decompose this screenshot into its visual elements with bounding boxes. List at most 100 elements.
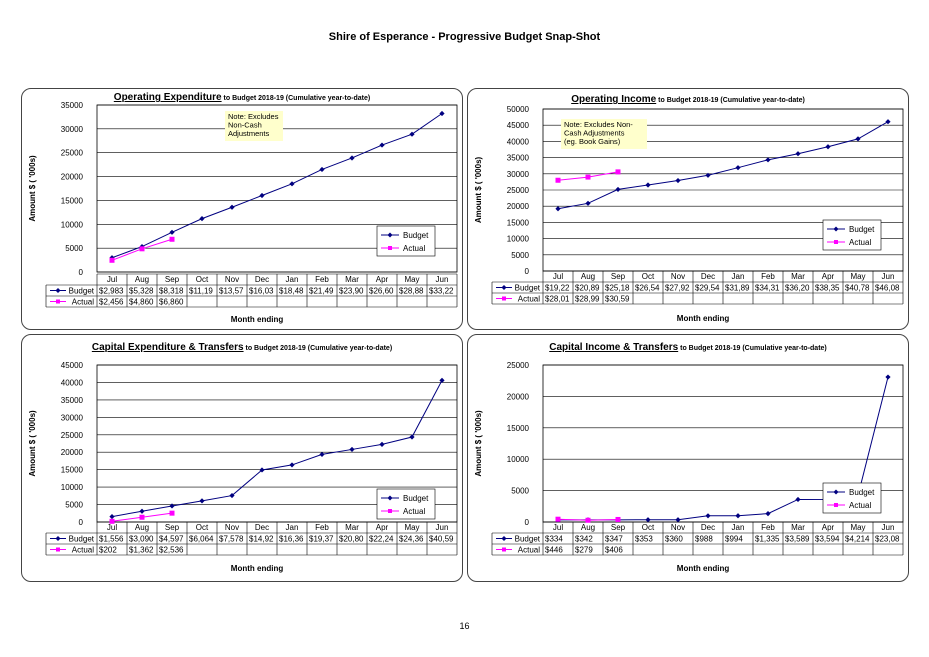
x-tick-label: Nov: [225, 275, 239, 284]
table-cell-value: $19,22: [545, 284, 570, 293]
legend-box: [822, 219, 882, 251]
table-cell-value: $11,19: [189, 287, 213, 296]
y-axis-label: Amount $ ( '000s): [474, 410, 483, 477]
table-cell-value: $14,92: [249, 535, 274, 544]
table-cell-value: $446: [545, 546, 563, 555]
y-tick-label: 0: [79, 268, 84, 277]
y-tick-label: 0: [525, 518, 530, 527]
table-cell-value: $4,860: [129, 298, 154, 307]
table-cell-value: $13,57: [219, 287, 244, 296]
table-key-marker: [55, 288, 61, 293]
x-axis-label: Month ending: [677, 314, 730, 323]
chart-panel-operating-expenditure: Operating Expenditure to Budget 2018-19 …: [21, 88, 463, 330]
table-cell-value: $26,54: [635, 284, 660, 293]
x-tick-label: Jul: [107, 275, 117, 284]
table-cell-value: $6,064: [189, 535, 214, 544]
x-tick-label: Apr: [822, 523, 835, 532]
chart-title: Operating Expenditure to Budget 2018-19 …: [114, 92, 370, 103]
legend-key-marker: [387, 232, 393, 238]
x-tick-label: Dec: [255, 523, 269, 532]
table-cell-value: $2,536: [159, 546, 184, 555]
y-tick-label: 10000: [507, 455, 530, 464]
table-cell-value: $29,54: [695, 284, 720, 293]
table-cell-value: $28,99: [575, 295, 600, 304]
y-tick-label: 25000: [61, 149, 84, 158]
y-tick-label: 5000: [511, 251, 529, 260]
x-tick-label: May: [850, 272, 865, 281]
x-axis-label: Month ending: [231, 315, 284, 324]
legend-label: Budget: [849, 225, 875, 234]
legend-label: Actual: [403, 507, 425, 516]
x-tick-label: Feb: [761, 272, 775, 281]
legend-label: Budget: [403, 231, 429, 240]
budget-point: [735, 513, 741, 519]
y-tick-label: 20000: [61, 173, 84, 182]
y-tick-label: 40000: [507, 137, 530, 146]
chart-title: Operating Income to Budget 2018-19 (Cumu…: [571, 94, 805, 105]
capital-income-chart: Capital Income & Transfers to Budget 201…: [474, 342, 904, 573]
chart-title: Capital Expenditure & Transfers to Budge…: [92, 342, 392, 353]
budget-series-line: [111, 113, 443, 259]
x-tick-label: Jan: [286, 275, 299, 284]
budget-point: [199, 216, 205, 222]
table-cell-value: $23,90: [339, 287, 364, 296]
chart-panel-capital-expenditure: Capital Expenditure & Transfers to Budge…: [21, 334, 463, 582]
budget-point: [439, 110, 445, 117]
table-cell-value: $279: [575, 546, 593, 555]
x-tick-label: Mar: [345, 275, 359, 284]
operating-income-chart: Operating Income to Budget 2018-19 (Cumu…: [474, 94, 904, 323]
table-cell-value: $202: [99, 546, 117, 555]
budget-point: [139, 508, 145, 514]
note-text: Cash Adjustments: [564, 129, 625, 138]
table-cell-value: $994: [725, 535, 743, 544]
x-tick-label: Jan: [732, 272, 745, 281]
x-tick-label: Aug: [135, 275, 149, 284]
table-series-name: Actual: [518, 295, 540, 304]
legend-box: [376, 488, 436, 520]
chart-panel-operating-income: Operating Income to Budget 2018-19 (Cumu…: [467, 88, 909, 330]
budget-point: [555, 206, 561, 212]
table-cell-value: $3,090: [129, 535, 154, 544]
budget-point: [169, 229, 175, 235]
table-key-marker: [502, 547, 506, 552]
y-axis-label: Amount $ ( '000s): [474, 156, 483, 223]
x-tick-label: Jun: [882, 272, 895, 281]
capital-expenditure-chart: Capital Expenditure & Transfers to Budge…: [28, 342, 458, 573]
chart-title-sub: to Budget 2018-19 (Cumulative year-to-da…: [656, 97, 805, 104]
x-tick-label: Jun: [882, 523, 895, 532]
table-cell-value: $25,18: [605, 284, 630, 293]
actual-point: [139, 246, 145, 252]
y-tick-label: 25000: [61, 431, 84, 440]
chart-title-main: Capital Income & Transfers: [549, 342, 678, 353]
table-cell-value: $23,08: [875, 535, 900, 544]
y-tick-label: 20000: [507, 392, 530, 401]
chart-title-sub: to Budget 2018-19 (Cumulative year-to-da…: [222, 95, 371, 102]
table-series-name: Budget: [69, 535, 95, 544]
table-cell-value: $8,318: [159, 287, 184, 296]
budget-point: [585, 200, 591, 206]
budget-point: [885, 374, 891, 380]
table-cell-value: $6,860: [159, 298, 184, 307]
x-tick-label: Nov: [671, 272, 685, 281]
note-text: (eg. Book Gains): [564, 137, 621, 146]
chart-title-main: Capital Expenditure & Transfers: [92, 342, 244, 353]
table-series-name: Actual: [518, 546, 540, 555]
chart-title-sub: to Budget 2018-19 (Cumulative year-to-da…: [244, 345, 393, 352]
table-cell-value: $34,31: [755, 284, 780, 293]
y-tick-label: 15000: [61, 196, 84, 205]
table-cell-value: $40,78: [845, 284, 870, 293]
table-cell-value: $342: [575, 535, 593, 544]
table-key-marker: [502, 296, 506, 301]
y-tick-label: 10000: [507, 235, 530, 244]
x-axis-label: Month ending: [677, 564, 730, 573]
x-tick-label: Aug: [581, 272, 595, 281]
chart-panel-capital-income: Capital Income & Transfers to Budget 201…: [467, 334, 909, 582]
actual-point: [169, 236, 175, 242]
legend-key-marker: [388, 246, 392, 250]
legend-key-marker: [833, 489, 839, 495]
table-cell-value: $28,01: [545, 295, 570, 304]
legend-box: [376, 225, 436, 257]
legend-box: [822, 482, 882, 514]
x-tick-label: Nov: [225, 523, 239, 532]
table-cell-value: $406: [605, 546, 623, 555]
